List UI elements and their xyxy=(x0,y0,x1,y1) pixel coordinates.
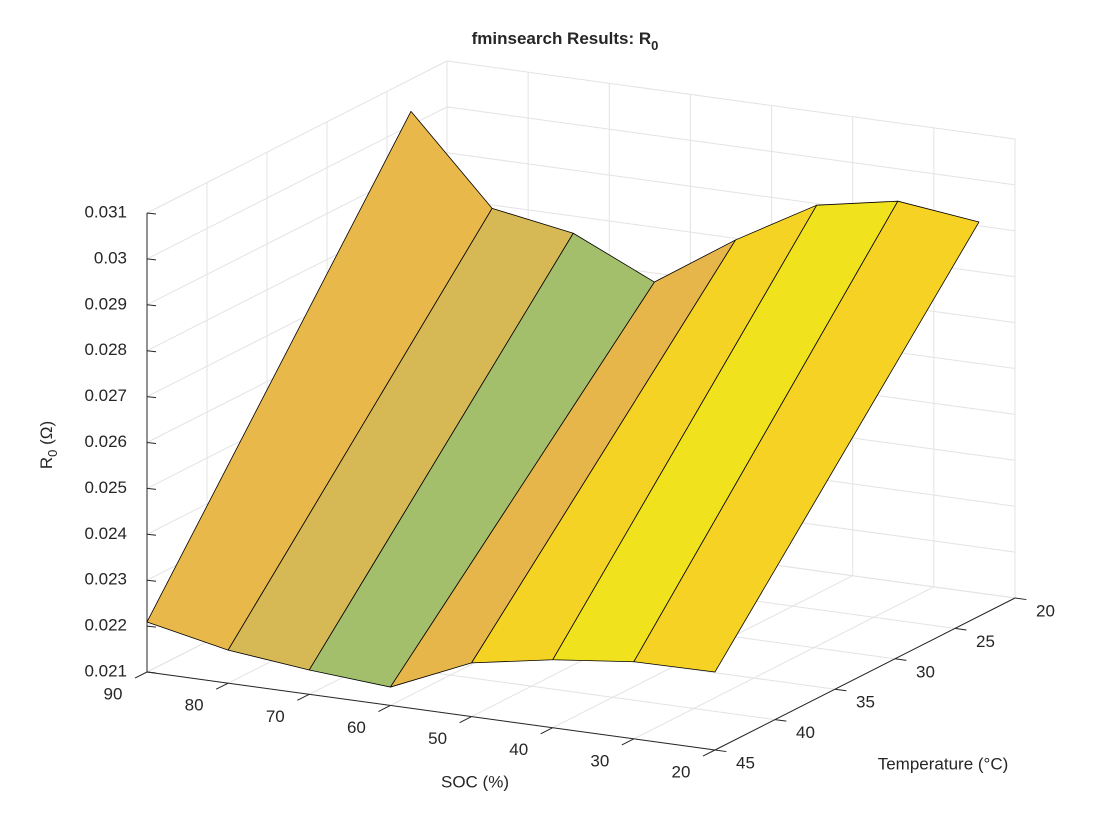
x-tick-label: 70 xyxy=(266,707,285,726)
x-tick-label: 80 xyxy=(185,696,204,715)
z-tick-label: 0.023 xyxy=(84,570,127,589)
z-tick xyxy=(146,579,157,582)
x-tick xyxy=(540,727,553,735)
y-tick xyxy=(714,749,727,753)
x-tick-label: 50 xyxy=(428,729,447,748)
z-tick xyxy=(146,671,157,674)
x-tick xyxy=(621,738,635,746)
y-tick-label: 45 xyxy=(736,753,755,772)
z-tick xyxy=(146,533,157,536)
y-tick-label: 40 xyxy=(796,723,815,742)
z-tick-label: 0.03 xyxy=(94,248,127,267)
z-tick-label: 0.031 xyxy=(84,202,127,221)
z-tick-label: 0.021 xyxy=(84,661,127,680)
x-tick-label: 60 xyxy=(347,718,366,737)
z-tick xyxy=(146,212,157,215)
y-tick xyxy=(834,688,847,692)
title-text: fminsearch Results: R xyxy=(472,29,652,48)
title-subscript: 0 xyxy=(651,38,658,53)
z-tick-label: 0.028 xyxy=(84,340,127,359)
y-axis-label: Temperature (°C) xyxy=(878,754,1009,773)
x-tick-label: 90 xyxy=(104,684,123,703)
grid-line xyxy=(146,106,448,260)
grid-line xyxy=(446,60,1016,140)
x-tick-label: 40 xyxy=(509,740,528,759)
z-tick-label: 0.027 xyxy=(84,386,127,405)
y-tick-label: 25 xyxy=(976,632,995,651)
grid-line xyxy=(146,60,448,214)
x-tick-label: 20 xyxy=(672,762,691,781)
y-tick-label: 20 xyxy=(1036,601,1055,620)
z-label-text: R xyxy=(37,457,56,469)
x-tick xyxy=(215,682,229,690)
grid-line xyxy=(446,106,1016,186)
x-axis-label: SOC (%) xyxy=(441,772,509,791)
x-tick-label: 30 xyxy=(590,751,609,770)
x-tick xyxy=(297,693,310,701)
x-axis-line xyxy=(146,671,716,751)
y-tick xyxy=(774,719,787,722)
z-label-subscript: 0 xyxy=(45,450,60,457)
grid-line xyxy=(633,586,935,740)
z-tick xyxy=(146,350,157,353)
z-tick-label: 0.025 xyxy=(84,478,127,497)
surface-face xyxy=(633,200,980,673)
y-tick xyxy=(894,658,907,661)
z-tick xyxy=(146,304,157,307)
z-tick xyxy=(146,396,157,399)
x-tick xyxy=(702,749,716,757)
z-tick-label: 0.024 xyxy=(84,524,127,543)
z-tick xyxy=(146,487,157,490)
z-tick-label: 0.029 xyxy=(84,294,127,313)
y-axis-line xyxy=(714,597,1016,751)
z-tick-label: 0.026 xyxy=(84,432,127,451)
y-tick-label: 30 xyxy=(916,662,935,681)
z-tick xyxy=(146,442,157,444)
z-axis-label: R0 (Ω) xyxy=(37,421,60,469)
x-tick xyxy=(459,716,472,724)
y-tick xyxy=(1014,597,1027,601)
x-tick xyxy=(378,704,391,712)
z-label-suffix: (Ω) xyxy=(37,421,56,450)
y-tick xyxy=(954,627,967,631)
z-tick xyxy=(146,625,157,628)
chart-title: fminsearch Results: R0 xyxy=(472,29,659,53)
x-tick xyxy=(134,671,148,679)
y-tick-label: 35 xyxy=(856,693,875,712)
z-tick xyxy=(146,258,157,261)
z-tick-label: 0.022 xyxy=(84,616,127,635)
